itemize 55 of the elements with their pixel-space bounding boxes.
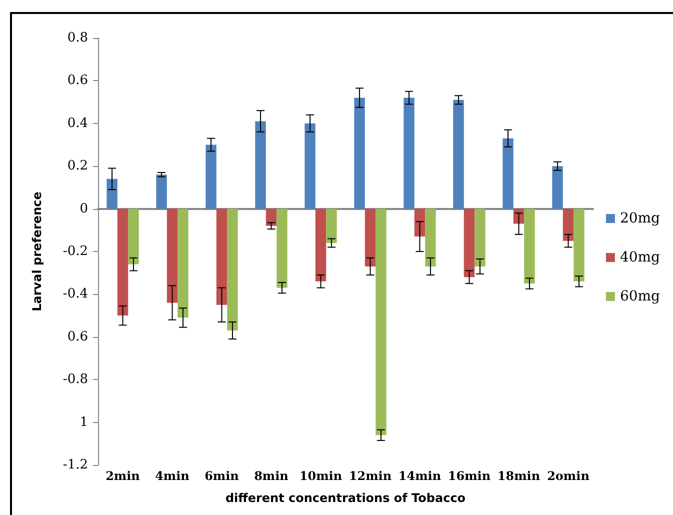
x-tick-label: 18min [497,469,540,483]
bar [354,98,365,209]
y-tick-label: 0.8 [67,30,88,46]
bar [562,208,574,241]
y-tick-label: -1.2 [62,458,88,472]
y-tick-label: 0.6 [67,73,88,88]
bar [266,208,277,226]
bar [117,208,128,316]
x-tick-label: 12min [348,469,392,483]
bar [364,208,376,266]
bar [276,208,288,288]
bar [474,208,486,266]
bar [106,178,118,209]
x-tick-label: 2omin [547,469,590,483]
bar [552,166,563,209]
bar [128,208,139,264]
bar [166,208,178,303]
x-tick-label: 2min [106,469,140,483]
y-tick-label: -0.8 [62,372,88,388]
bar [502,138,514,209]
x-tick-label: 6min [204,469,240,483]
x-tick-label: 10min [299,469,342,483]
bar [227,208,238,330]
bar [574,208,584,282]
x-axis-title: different concentrations of Tobacco [225,491,466,505]
y-tick-label: 0.2 [67,158,88,174]
legend-label: 20mg [620,210,660,226]
y-axis-title: Larval preference [30,192,44,312]
bar [304,123,316,209]
bar [206,144,216,209]
y-tick-label: 0.6 [67,329,88,344]
y-tick-label: 1 [80,414,88,430]
bar [404,98,414,209]
legend-label: 40mg [620,250,660,266]
x-tick-label: 8min [254,469,289,483]
legend-label: 60mg [620,288,660,304]
bar [453,100,464,209]
y-tick-label: -0.2 [62,244,88,259]
x-tick-label: 14min [398,469,442,483]
bar [376,208,386,436]
bar [178,208,188,318]
x-tick-label: 16min [448,469,491,483]
x-tick-label: 4min [155,469,190,483]
bar [524,208,535,284]
bar [156,174,167,209]
bar [464,208,475,278]
bar [326,208,337,243]
bar [425,208,436,266]
bar [255,121,266,209]
y-tick-label: 0.4 [67,116,88,131]
bar [414,208,426,237]
y-tick-label: -0.4 [62,286,88,302]
bar [216,208,228,305]
bar [315,208,326,282]
y-tick-label: 0 [80,201,88,216]
